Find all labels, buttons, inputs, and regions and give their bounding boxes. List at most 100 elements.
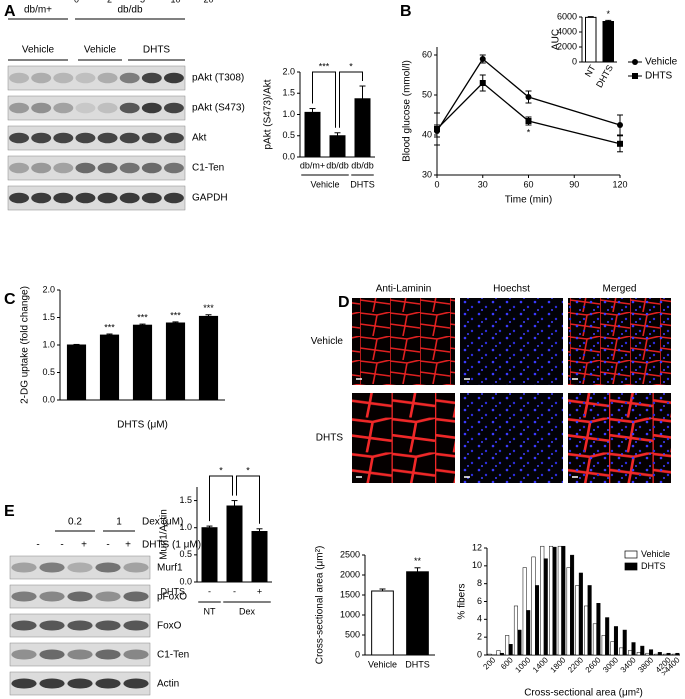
bar <box>578 572 583 656</box>
bar <box>666 652 671 656</box>
legend-swatch <box>624 550 638 559</box>
blot-label: pAkt (S473) <box>192 103 245 114</box>
bar <box>649 649 654 656</box>
x-axis-label: DHTS (μM) <box>117 420 168 431</box>
blot-band <box>9 192 30 204</box>
blot-band <box>11 649 37 660</box>
significance: ** <box>414 556 422 566</box>
row-label: DHTS <box>161 586 186 596</box>
blot-band <box>53 72 74 84</box>
error-bar <box>139 323 146 326</box>
blot-band <box>67 562 93 573</box>
y-tick-label: 4000 <box>557 26 577 36</box>
blot-band <box>95 591 121 602</box>
y-axis-label: Cross-sectional area (μm²) <box>315 546 326 665</box>
bar <box>645 652 650 656</box>
significance: * <box>219 465 223 475</box>
sign: + <box>81 540 87 551</box>
significance: *** <box>104 322 115 332</box>
blot-band <box>31 72 52 84</box>
significance: *** <box>137 312 148 322</box>
blot-band <box>67 591 93 602</box>
bar <box>251 531 268 583</box>
nuclei-overlay <box>568 298 671 385</box>
blot-band <box>95 678 121 689</box>
error-bar <box>205 314 212 317</box>
bar <box>575 585 580 656</box>
y-tick-label: 1.5 <box>282 88 295 98</box>
bar <box>499 652 504 656</box>
y-tick-label: 2.0 <box>282 66 295 76</box>
bar <box>526 610 531 656</box>
y-tick-label: 1.0 <box>282 109 295 119</box>
legend-label: DHTS <box>641 561 666 571</box>
blot-treatment: Vehicle <box>84 45 117 56</box>
blot-band <box>141 192 162 204</box>
blot-band <box>163 132 184 144</box>
bar <box>622 629 627 656</box>
marker <box>632 73 638 79</box>
blot-band <box>53 192 74 204</box>
y-tick-label: 2500 <box>340 549 360 559</box>
y-tick-label: 0.5 <box>282 130 295 140</box>
legend-label: Vehicle <box>645 57 678 68</box>
x-tick-label: 20 <box>203 0 213 4</box>
blot-band <box>97 192 118 204</box>
blot-band <box>9 162 30 174</box>
blot-band <box>31 192 52 204</box>
microscopy-image <box>352 298 455 385</box>
blot-band <box>119 132 140 144</box>
blot-band <box>31 102 52 114</box>
blot-band <box>97 162 118 174</box>
significance: * <box>527 127 531 137</box>
blot-band <box>67 649 93 660</box>
significance: *** <box>319 61 330 71</box>
blot-header: db/db <box>117 5 142 16</box>
x-axis-label: Time (min) <box>505 195 552 206</box>
bar <box>602 21 614 63</box>
blot-band <box>141 72 162 84</box>
bar <box>636 652 641 656</box>
blot-band <box>97 132 118 144</box>
x-tick-label: 1800 <box>549 655 568 674</box>
bar <box>613 626 618 656</box>
y-tick-label: 1.0 <box>42 339 55 349</box>
image-column-title: Merged <box>603 284 637 295</box>
x-tick-label: 2200 <box>566 655 585 674</box>
blot-band <box>163 72 184 84</box>
bar <box>165 322 186 401</box>
y-tick-label: 1500 <box>340 589 360 599</box>
y-tick-label: 50 <box>422 89 432 99</box>
marker <box>479 56 486 62</box>
y-tick-label: 1.5 <box>179 495 192 505</box>
x-tick-label: db/db <box>351 160 374 170</box>
x-tick-label: 5 <box>140 0 145 4</box>
blot-label: Murf1 <box>157 563 183 574</box>
image-column-title: Hoechst <box>493 284 530 295</box>
dose-label: Dex (μM) <box>142 517 183 528</box>
group-label: DHTS <box>350 179 375 189</box>
significance: * <box>349 61 353 71</box>
blot-band <box>97 102 118 114</box>
image-row-label: Vehicle <box>311 336 344 347</box>
blot-treatment: DHTS <box>143 45 171 56</box>
y-tick-label: 0.0 <box>179 576 192 586</box>
blot-label: Actin <box>157 679 179 690</box>
bar <box>198 315 219 401</box>
x-tick-label: + <box>257 586 262 596</box>
legend-swatch <box>624 562 638 571</box>
bracket <box>339 71 363 128</box>
blot-band <box>11 678 37 689</box>
sign-label: DHTS (1 μM) <box>142 540 201 551</box>
error-bar <box>106 333 113 336</box>
bar <box>671 653 676 656</box>
blot-band <box>67 620 93 631</box>
blot-band <box>39 649 65 660</box>
x-tick-label: 2 <box>107 0 112 4</box>
y-tick-label: 2.0 <box>42 284 55 294</box>
bar <box>543 558 548 656</box>
group-label: NT <box>204 606 216 616</box>
group-label: Dex <box>239 606 256 616</box>
blot-band <box>119 192 140 204</box>
